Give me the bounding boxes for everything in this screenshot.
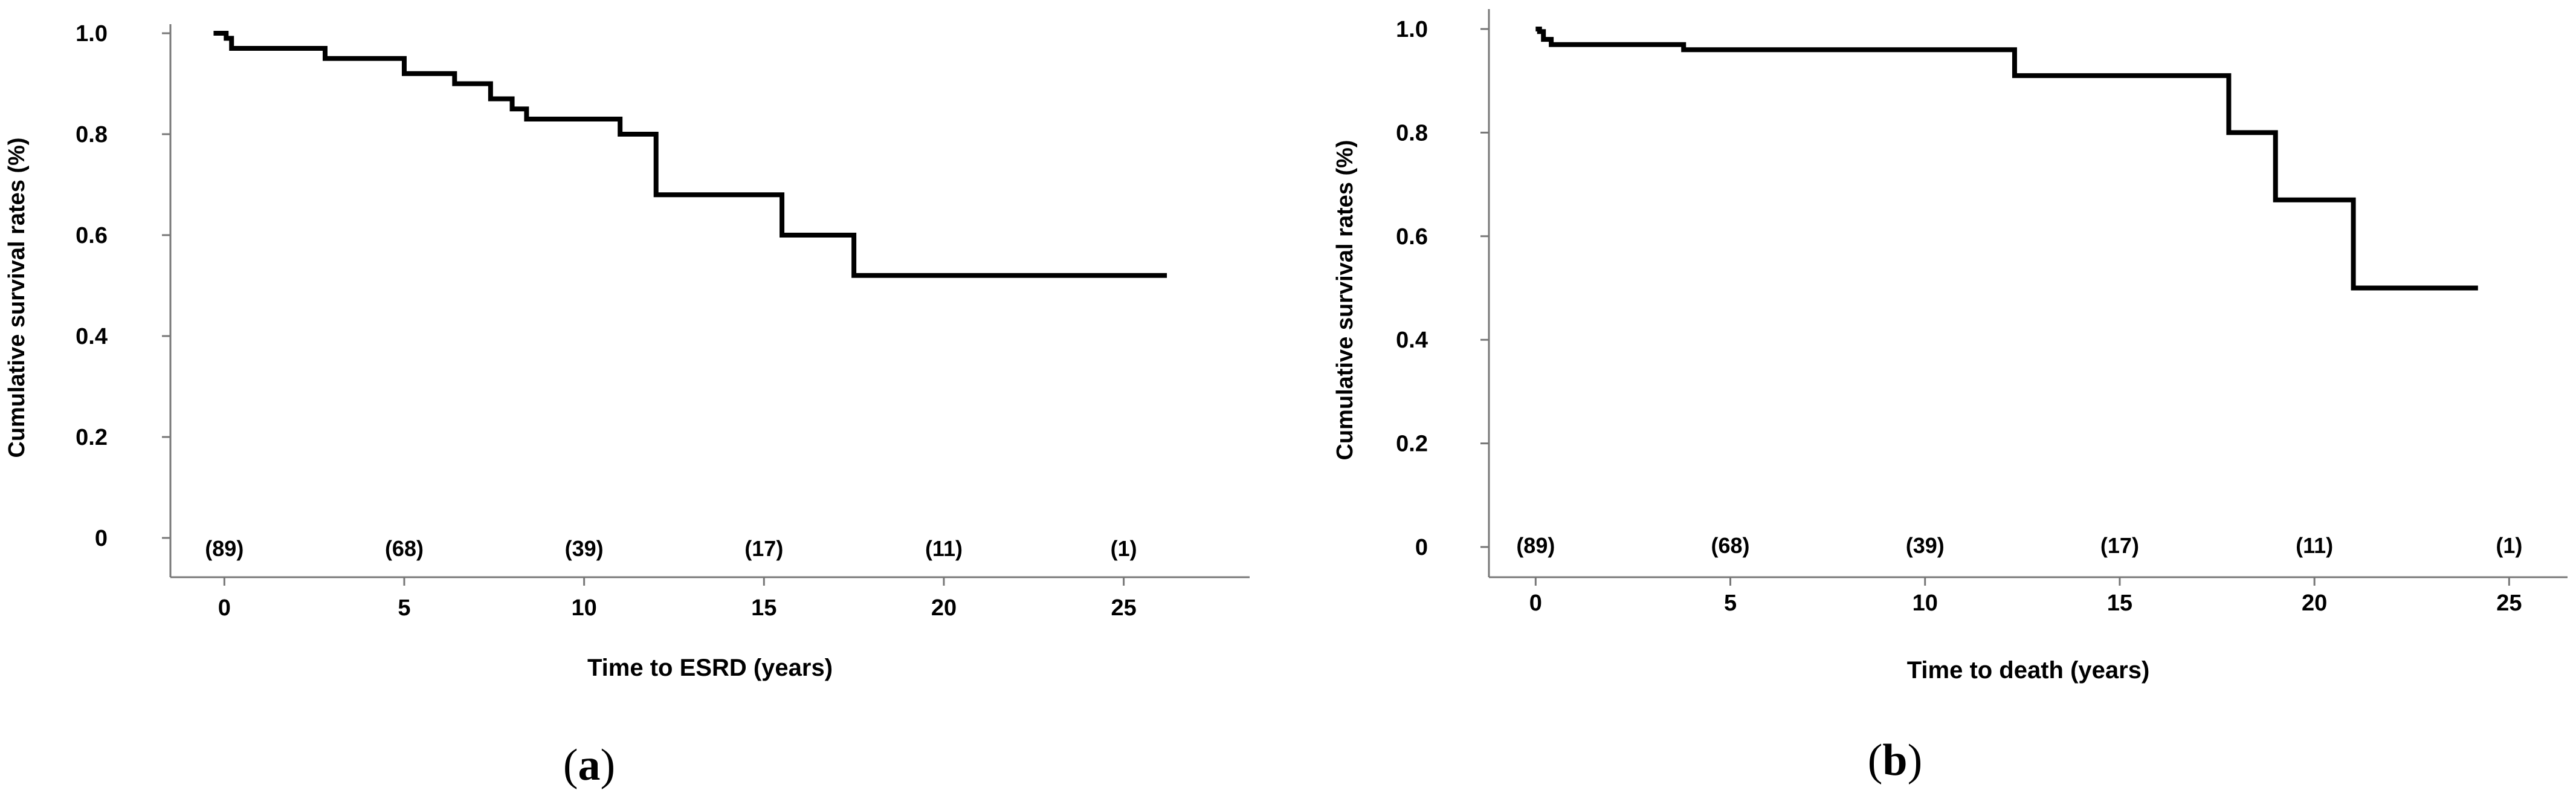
- y-tick-label: 0.4: [76, 324, 108, 349]
- x-tick-label: 25: [1111, 595, 1136, 621]
- x-axis-title: Time to ESRD (years): [587, 655, 833, 681]
- survival-curve: [213, 31, 1167, 278]
- y-tick-label: 0.4: [1396, 328, 1428, 353]
- survival-curve: [1535, 27, 2478, 291]
- y-tick-label: 0.6: [1396, 224, 1428, 250]
- number-at-risk: (89): [205, 536, 244, 561]
- x-tick-label: 10: [571, 595, 596, 621]
- number-at-risk: (89): [1516, 533, 1555, 558]
- y-tick-label: 0.8: [1396, 120, 1428, 146]
- survival-chart-esrd: 0 0.2 0.4 0.6 0.8 1.0 0 (89) 5 (68) 10 (39) 15 (17) 20…: [4, 21, 1250, 790]
- panel-caption: (b): [1868, 736, 1922, 785]
- y-tick-label: 0: [95, 526, 108, 551]
- x-tick-label: 20: [931, 595, 957, 621]
- x-tick-label: 0: [1529, 591, 1542, 616]
- y-axis-title: Cumulative survival rates (%): [1332, 140, 1358, 460]
- x-tick-label: 15: [2107, 591, 2132, 616]
- number-at-risk: (17): [2100, 533, 2139, 558]
- panel-caption-label: a: [578, 740, 601, 790]
- x-tick-label: 15: [751, 595, 776, 621]
- number-at-risk: (39): [565, 536, 604, 561]
- survival-chart-death: 0 0.2 0.4 0.6 0.8 1.0 0 (89) 5 (68) 10 (39) 15 (17) 20…: [1332, 9, 2568, 785]
- number-at-risk: (39): [1906, 533, 1945, 558]
- y-tick-label: 0: [1415, 535, 1428, 560]
- panel-b: 0 0.2 0.4 0.6 0.8 1.0 0 (89) 5 (68) 10 (39) 15 (17) 20…: [1288, 0, 2575, 796]
- x-tick-label: 0: [218, 595, 231, 621]
- x-tick-label: 5: [1724, 591, 1737, 616]
- y-tick-label: 0.8: [76, 122, 108, 147]
- number-at-risk: (17): [744, 536, 783, 561]
- number-at-risk: (11): [925, 536, 963, 561]
- panel-a: 0 0.2 0.4 0.6 0.8 1.0 0 (89) 5 (68) 10 (39) 15 (17) 20…: [4, 21, 1250, 790]
- x-axis-title: Time to death (years): [1907, 657, 2150, 684]
- number-at-risk: (11): [2296, 533, 2333, 558]
- x-tick-label: 25: [2496, 591, 2522, 616]
- y-tick-label: 0.2: [1396, 432, 1428, 457]
- panel-caption-label: b: [1882, 736, 1907, 785]
- number-at-risk: (68): [385, 536, 424, 561]
- y-axis-title: Cumulative survival rates (%): [4, 137, 30, 458]
- y-tick-label: 1.0: [1396, 17, 1428, 42]
- number-at-risk: (68): [1711, 533, 1750, 558]
- number-at-risk: (1): [2496, 533, 2522, 558]
- panel-caption: (a): [563, 740, 615, 790]
- x-tick-label: 5: [398, 595, 410, 621]
- y-tick-label: 1.0: [76, 21, 108, 47]
- y-tick-label: 0.2: [76, 425, 108, 450]
- number-at-risk: (1): [1111, 536, 1137, 561]
- x-tick-label: 10: [1913, 591, 1938, 616]
- x-tick-label: 20: [2302, 591, 2327, 616]
- y-tick-label: 0.6: [76, 223, 108, 248]
